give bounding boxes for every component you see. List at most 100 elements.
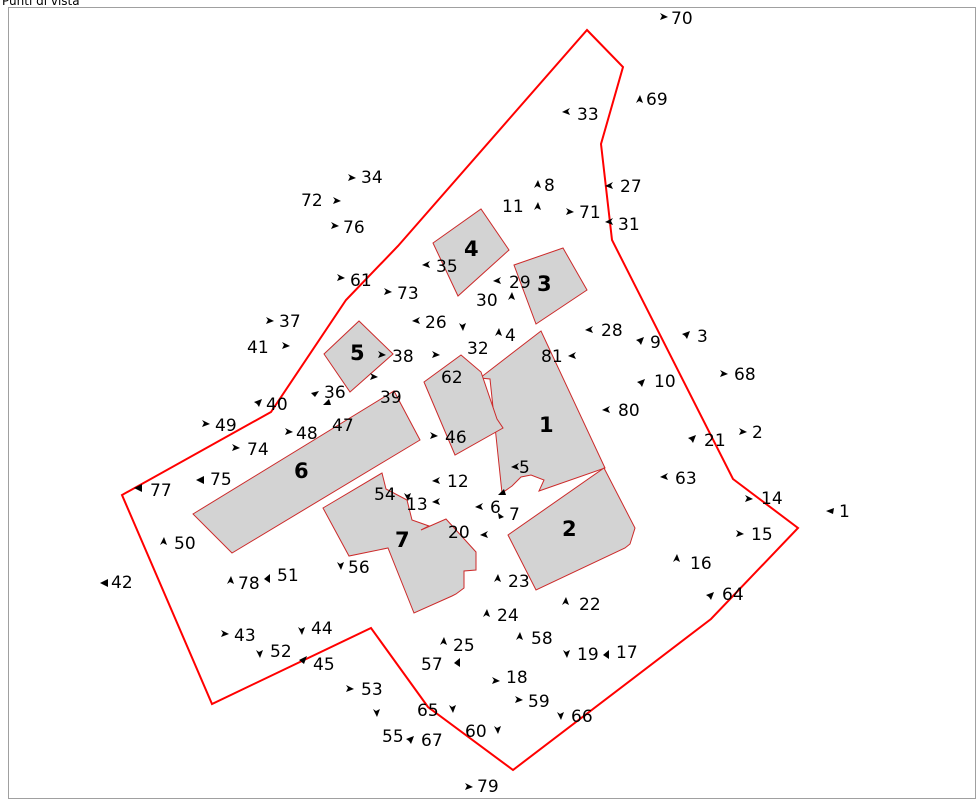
viewpoint-label[interactable]: 70 bbox=[671, 9, 693, 29]
viewpoint-label[interactable]: 43 bbox=[234, 626, 256, 646]
viewpoint-arrow-icon bbox=[563, 650, 570, 658]
viewpoint-label[interactable]: 24 bbox=[497, 606, 519, 626]
viewpoint-label[interactable]: 2 bbox=[752, 423, 763, 443]
viewpoint-arrow-icon bbox=[605, 182, 613, 189]
viewpoint-label[interactable]: 69 bbox=[646, 90, 668, 110]
viewpoint-label[interactable]: 18 bbox=[506, 668, 528, 688]
viewpoint-label[interactable]: 20 bbox=[448, 523, 470, 543]
viewpoint-label[interactable]: 37 bbox=[279, 312, 301, 332]
viewpoint-label[interactable]: 27 bbox=[620, 177, 642, 197]
viewpoint-label[interactable]: 73 bbox=[397, 284, 419, 304]
viewpoint-label[interactable]: 6 bbox=[490, 498, 501, 518]
building-1[interactable] bbox=[478, 330, 606, 494]
viewpoint-arrow-icon bbox=[337, 274, 345, 281]
viewpoint-label[interactable]: 78 bbox=[238, 574, 260, 594]
viewpoint-label[interactable]: 52 bbox=[270, 642, 292, 662]
building-7[interactable] bbox=[322, 472, 477, 614]
viewpoint-label[interactable]: 4 bbox=[505, 326, 516, 346]
viewpoint-label[interactable]: 47 bbox=[332, 416, 354, 436]
viewpoint-label[interactable]: 32 bbox=[467, 339, 489, 359]
viewpoint-label[interactable]: 75 bbox=[210, 470, 232, 490]
viewpoint-label[interactable]: 71 bbox=[579, 203, 601, 223]
viewpoint-label[interactable]: 56 bbox=[348, 558, 370, 578]
viewpoint-label[interactable]: 30 bbox=[476, 291, 498, 311]
viewpoint-label[interactable]: 79 bbox=[477, 777, 499, 797]
building-3[interactable] bbox=[513, 247, 588, 325]
viewpoint-label[interactable]: 1 bbox=[839, 502, 850, 522]
viewpoint-arrow-icon bbox=[160, 537, 167, 545]
viewpoint-label[interactable]: 13 bbox=[406, 495, 428, 515]
building-2[interactable] bbox=[507, 467, 636, 591]
viewpoint-label[interactable]: 8 bbox=[544, 176, 555, 196]
viewpoint-label[interactable]: 21 bbox=[704, 431, 726, 451]
viewpoint-label[interactable]: 35 bbox=[436, 257, 458, 277]
viewpoint-label[interactable]: 5 bbox=[519, 458, 530, 478]
viewpoint-label[interactable]: 12 bbox=[447, 472, 469, 492]
building-5[interactable] bbox=[323, 320, 394, 393]
viewpoint-arrow-icon bbox=[602, 406, 610, 413]
buildings: 1 2 3 4 5 6 7 bbox=[192, 208, 636, 614]
viewpoint-label[interactable]: 17 bbox=[616, 643, 638, 663]
viewpoint-label[interactable]: 68 bbox=[734, 365, 756, 385]
viewpoint-label[interactable]: 11 bbox=[502, 197, 524, 217]
viewpoint-label[interactable]: 28 bbox=[601, 321, 623, 341]
viewpoint-label[interactable]: 39 bbox=[380, 388, 402, 408]
building-62[interactable] bbox=[423, 354, 504, 456]
building-4[interactable] bbox=[432, 208, 510, 297]
viewpoint-label[interactable]: 10 bbox=[654, 372, 676, 392]
viewpoint-label[interactable]: 31 bbox=[618, 215, 640, 235]
viewpoint-label[interactable]: 15 bbox=[751, 525, 773, 545]
viewpoint-label[interactable]: 46 bbox=[445, 428, 467, 448]
viewpoint-label[interactable]: 80 bbox=[618, 401, 640, 421]
building-6[interactable] bbox=[192, 390, 421, 554]
viewpoint-label[interactable]: 61 bbox=[350, 271, 372, 291]
viewpoint-label[interactable]: 14 bbox=[761, 489, 783, 509]
viewpoint-label[interactable]: 42 bbox=[111, 573, 133, 593]
viewpoint-label[interactable]: 64 bbox=[722, 585, 744, 605]
viewpoint-label[interactable]: 26 bbox=[425, 313, 447, 333]
viewpoint-label[interactable]: 40 bbox=[266, 395, 288, 415]
viewpoint-arrow-icon bbox=[430, 432, 438, 439]
viewpoint-label[interactable]: 53 bbox=[361, 680, 383, 700]
viewpoint-label[interactable]: 50 bbox=[174, 534, 196, 554]
viewpoint-label[interactable]: 41 bbox=[247, 338, 269, 358]
viewpoint-label[interactable]: 63 bbox=[675, 469, 697, 489]
viewpoint-label[interactable]: 66 bbox=[571, 707, 593, 727]
viewpoint-label[interactable]: 45 bbox=[313, 655, 335, 675]
viewpoint-label[interactable]: 36 bbox=[324, 383, 346, 403]
viewpoint-label[interactable]: 16 bbox=[690, 554, 712, 574]
viewpoint-arrow-icon bbox=[494, 726, 501, 734]
viewpoint-label[interactable]: 3 bbox=[697, 327, 708, 347]
viewpoint-label[interactable]: 81 bbox=[541, 347, 563, 367]
map-title: Punti di vista bbox=[2, 0, 80, 8]
viewpoint-label[interactable]: 49 bbox=[215, 416, 237, 436]
viewpoint-label[interactable]: 38 bbox=[392, 347, 414, 367]
viewpoint-label[interactable]: 67 bbox=[421, 731, 443, 751]
viewpoint-label[interactable]: 22 bbox=[579, 595, 601, 615]
viewpoint-label[interactable]: 59 bbox=[528, 692, 550, 712]
viewpoint-label[interactable]: 58 bbox=[531, 629, 553, 649]
viewpoint-label[interactable]: 60 bbox=[465, 722, 487, 742]
viewpoint-label[interactable]: 62 bbox=[441, 368, 463, 388]
viewpoint-label[interactable]: 55 bbox=[382, 727, 404, 747]
viewpoint-label[interactable]: 72 bbox=[301, 191, 323, 211]
viewpoint-label[interactable]: 44 bbox=[311, 619, 333, 639]
viewpoint-label[interactable]: 34 bbox=[361, 168, 383, 188]
viewpoint-label[interactable]: 9 bbox=[650, 333, 661, 353]
viewpoint-label[interactable]: 33 bbox=[577, 105, 599, 125]
viewpoint-label[interactable]: 76 bbox=[343, 218, 365, 238]
viewpoint-label[interactable]: 7 bbox=[509, 505, 520, 525]
viewpoint-label[interactable]: 29 bbox=[509, 273, 531, 293]
viewpoint-label[interactable]: 74 bbox=[247, 440, 269, 460]
viewpoint-label[interactable]: 19 bbox=[577, 645, 599, 665]
viewpoint-label[interactable]: 51 bbox=[277, 566, 299, 586]
viewpoint-label[interactable]: 48 bbox=[296, 424, 318, 444]
viewpoint-arrow-icon bbox=[515, 696, 523, 703]
viewpoint-label[interactable]: 65 bbox=[417, 701, 439, 721]
viewpoint-label[interactable]: 77 bbox=[150, 481, 172, 501]
viewpoint-label[interactable]: 57 bbox=[421, 655, 443, 675]
viewpoint-label[interactable]: 25 bbox=[453, 636, 475, 656]
viewpoint-label[interactable]: 54 bbox=[374, 485, 396, 505]
viewpoint-label[interactable]: 23 bbox=[508, 572, 530, 592]
